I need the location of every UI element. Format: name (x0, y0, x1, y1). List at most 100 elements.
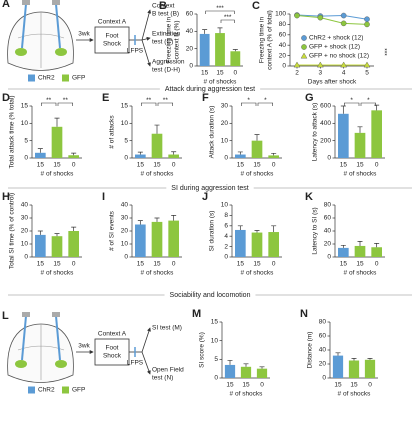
error-bar (232, 49, 238, 52)
test-label: test (D-H) (152, 67, 180, 74)
significance-bracket (205, 10, 235, 14)
x-axis-label: # of shocks (344, 171, 378, 178)
error-bar (54, 233, 60, 237)
error-bar (335, 352, 341, 356)
bar (338, 113, 349, 158)
bar (235, 229, 246, 257)
error-bar (37, 148, 43, 153)
y-axis-label: Distance (m) (307, 332, 314, 369)
injection-site (55, 360, 67, 368)
shock-label: Shock (103, 41, 122, 48)
significance-label: * (264, 97, 267, 104)
shock-label: Foot (105, 345, 118, 352)
significance-label: *** (224, 14, 232, 21)
significance-bracket (220, 19, 235, 23)
optic-fiber (21, 315, 27, 361)
y-tick-label: 30 (121, 215, 129, 222)
x-tick-label: 5 (365, 70, 369, 77)
y-tick-label: 60 (186, 11, 194, 18)
section-title: Attack during aggression test (165, 86, 255, 93)
x-tick-label: 15 (356, 261, 364, 268)
x-tick-label: 15 (237, 162, 245, 169)
legend-marker (300, 52, 308, 59)
panel-letter: K (305, 191, 313, 203)
bar (151, 221, 163, 257)
y-axis-label: Total SI time (% of control) (9, 193, 16, 269)
x-tick-label: 0 (234, 70, 238, 77)
error-bar (71, 152, 77, 156)
test-label: Aggression (152, 59, 185, 66)
error-bar (227, 360, 233, 365)
x-tick-label: 0 (172, 261, 176, 268)
y-tick-label: 0 (124, 254, 128, 261)
bar (251, 232, 263, 257)
y-tick-label: 0 (224, 254, 228, 261)
optic-fiber (55, 3, 61, 49)
section-title: Sociability and locomotion (170, 292, 251, 299)
bar (256, 368, 268, 378)
x-tick-label: 15 (340, 261, 348, 268)
bar (332, 355, 344, 378)
x-tick-label: 0 (272, 162, 276, 169)
y-axis-label: Freezing time in (259, 17, 266, 64)
y-tick-label: 10 (221, 202, 229, 209)
y-tick-label: 400 (320, 120, 331, 127)
brain-detail (17, 324, 65, 380)
significance-bracket (57, 102, 73, 106)
significance-label: * (350, 97, 353, 104)
panel-letter: E (102, 92, 109, 104)
panel-letter: A (2, 0, 10, 10)
legend-marker (301, 44, 307, 50)
brain-detail (17, 12, 65, 68)
y-tick-label: 10 (121, 120, 129, 127)
data-point (316, 61, 324, 68)
x-tick-label: 4 (342, 70, 346, 77)
x-axis-label: # of shocks (41, 171, 75, 178)
bar (364, 359, 376, 378)
implant (52, 312, 60, 317)
y-tick-label: 5 (124, 137, 128, 144)
test-label: SI test (M) (152, 325, 182, 332)
arrow (141, 39, 151, 67)
y-tick-label: 40 (279, 42, 287, 49)
y-tick-label: 6 (224, 223, 228, 230)
error-bar (202, 29, 208, 34)
x-axis-label: # of shocks (141, 171, 175, 178)
x-tick-label: 15 (153, 162, 161, 169)
error-bar (340, 244, 346, 248)
duration-label: 3wk (78, 343, 90, 350)
x-tick-label: 0 (260, 382, 264, 389)
y-tick-label: 0 (214, 375, 218, 382)
y-tick-label: 2 (224, 243, 228, 250)
y-axis-label: SI duration (s) (209, 211, 216, 252)
implant (22, 312, 30, 317)
x-axis-label: # of shocks (41, 270, 75, 277)
x-tick-label: 15 (340, 162, 348, 169)
y-tick-label: 10 (21, 241, 29, 248)
y-tick-label: 20 (324, 241, 332, 248)
arrow (141, 9, 152, 41)
error-bar (54, 117, 60, 127)
error-bar (367, 358, 373, 360)
significance-label: ** (163, 97, 169, 104)
panel-letter: H (2, 191, 10, 203)
legend-label: ChR2 (38, 75, 55, 82)
y-tick-label: 0 (24, 254, 28, 261)
x-tick-label: 15 (237, 261, 245, 268)
implant (52, 0, 60, 5)
brain-outline (7, 11, 74, 71)
y-tick-label: 5 (214, 356, 218, 363)
y-axis-label: SI score (%) (199, 332, 206, 368)
significance-bracket (241, 102, 257, 106)
x-axis-label: # of shocks (241, 270, 275, 277)
error-bar (237, 225, 243, 230)
y-tick-label: 10 (121, 241, 129, 248)
series-line (296, 14, 368, 20)
bar (168, 220, 179, 257)
x-tick-label: 15 (253, 162, 261, 169)
error-bar (171, 151, 177, 155)
y-tick-label: 10 (21, 120, 29, 127)
x-tick-label: 15 (226, 382, 234, 389)
arrow (141, 36, 151, 41)
y-axis-label: Total attack time (% total) (9, 96, 16, 169)
